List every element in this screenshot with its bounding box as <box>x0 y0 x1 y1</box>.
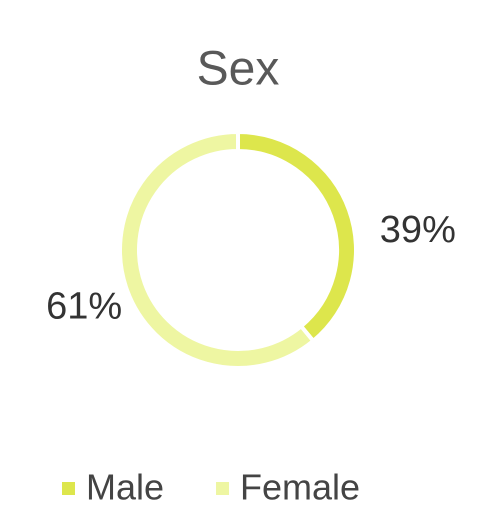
donut-segment <box>118 129 317 370</box>
data-label: 39% <box>380 209 456 251</box>
legend-swatch <box>216 482 230 495</box>
legend-label: Male <box>86 467 164 508</box>
donut-segment <box>236 129 358 344</box>
legend-label: Female <box>240 467 360 508</box>
data-label: 61% <box>46 285 122 327</box>
legend-swatch <box>62 482 75 495</box>
chart-title: Sex <box>197 43 280 96</box>
